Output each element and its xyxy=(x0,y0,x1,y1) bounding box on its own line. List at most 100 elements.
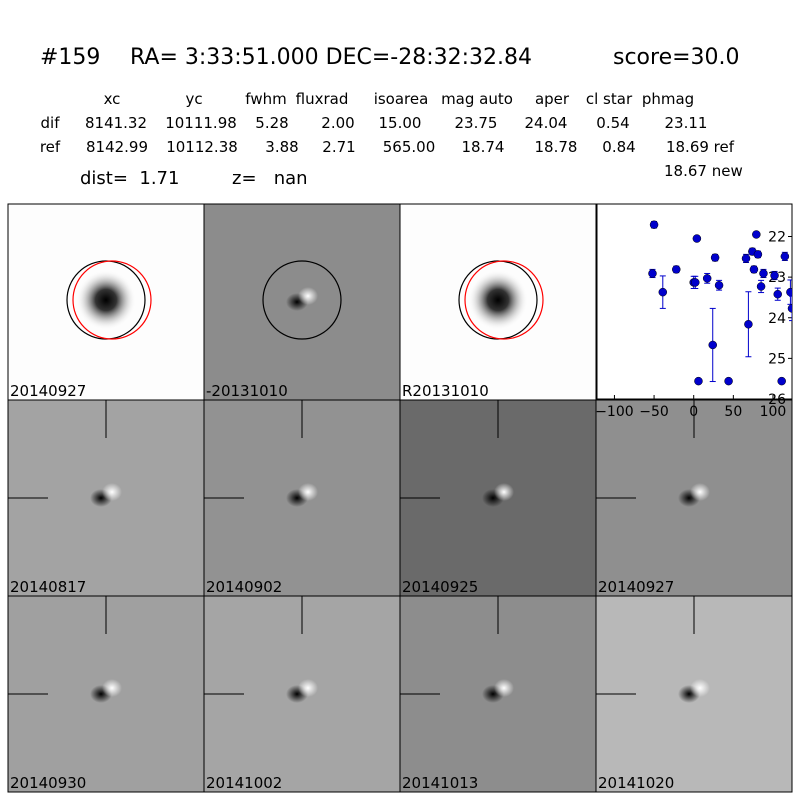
table-cell: 2.00 xyxy=(321,114,354,132)
image-panel: 20141002 xyxy=(203,595,401,793)
column-header: phmag xyxy=(642,90,694,108)
data-point xyxy=(708,340,717,350)
star xyxy=(76,270,136,330)
coordinates: RA= 3:33:51.000 DEC=-28:32:32.84 xyxy=(130,45,532,70)
panel-label: 20141002 xyxy=(206,774,282,792)
data-point xyxy=(786,287,792,297)
table-cell: 565.00 xyxy=(383,138,436,156)
object-id: #159 xyxy=(40,45,100,70)
column-header: aper xyxy=(535,90,570,108)
table-cell: 18.69 ref xyxy=(666,138,735,156)
row-label: dif xyxy=(41,114,61,132)
y-tick-label: 25 xyxy=(768,351,786,367)
image-panel: 20140927 xyxy=(7,203,205,401)
data-point xyxy=(724,376,733,386)
header: #159 RA= 3:33:51.000 DEC=-28:32:32.84 sc… xyxy=(40,45,743,189)
residual-light xyxy=(690,483,710,501)
aperture-circle-ref xyxy=(72,260,152,340)
data-point xyxy=(672,265,681,274)
image-panel: 20141013 xyxy=(399,595,597,793)
x-tick-label: 0 xyxy=(689,404,698,420)
column-header: xc xyxy=(104,90,121,108)
image-panel: 20140925 xyxy=(399,399,597,597)
x-tick-label: −100 xyxy=(595,404,633,420)
image-panel: 20140930 xyxy=(7,595,205,793)
data-point xyxy=(773,289,782,299)
table-cell: 8142.99 xyxy=(86,138,148,156)
data-point xyxy=(753,250,763,259)
redshift: z= nan xyxy=(232,168,308,189)
panel-label: 20140817 xyxy=(10,578,86,596)
x-tick-label: 100 xyxy=(760,404,787,420)
column-header: fluxrad xyxy=(296,90,349,108)
aperture-circle xyxy=(262,260,342,340)
data-point xyxy=(759,269,768,278)
panel-label: 20141020 xyxy=(598,774,674,792)
data-point xyxy=(691,278,700,287)
y-tick-label: 24 xyxy=(768,311,786,327)
table-cell: 8141.32 xyxy=(85,114,147,132)
panel-label: -20131010 xyxy=(206,382,288,400)
panel-label: 20140902 xyxy=(206,578,282,596)
image-panel: 20140817 xyxy=(7,399,205,597)
note: 18.67 new xyxy=(664,162,743,180)
residual-light xyxy=(102,679,122,697)
panel-label: R20131010 xyxy=(402,382,489,400)
table-cell: 23.75 xyxy=(455,114,498,132)
table-cell: 3.88 xyxy=(265,138,298,156)
data-point xyxy=(741,254,751,263)
table-cell: 5.28 xyxy=(255,114,288,132)
points xyxy=(648,220,792,386)
panel-label: 20140930 xyxy=(10,774,86,792)
star xyxy=(468,270,528,330)
data-point xyxy=(749,265,759,274)
data-point xyxy=(744,320,753,329)
table-cell: 18.78 xyxy=(535,138,578,156)
data-point xyxy=(756,282,766,291)
residual-light xyxy=(298,287,318,305)
light-curve-frame xyxy=(596,203,793,400)
residual-light xyxy=(494,483,514,501)
score: score=30.0 xyxy=(613,45,740,70)
column-header: cl star xyxy=(586,90,633,108)
data-point xyxy=(780,252,790,261)
column-header: fwhm xyxy=(245,90,286,108)
panel-label: 20140927 xyxy=(10,382,86,400)
table-cell: 10112.38 xyxy=(166,138,238,156)
image-panel: 20140902 xyxy=(203,399,401,597)
table-cell: 0.84 xyxy=(602,138,635,156)
residual-light xyxy=(298,679,318,697)
table-cell: 18.74 xyxy=(462,138,505,156)
row-label: ref xyxy=(40,138,61,156)
image-panel: -20131010 xyxy=(203,203,401,401)
data-point xyxy=(648,269,657,278)
y-tick-label: 26 xyxy=(768,392,786,408)
data-point xyxy=(787,304,792,313)
residual-light xyxy=(494,679,514,697)
x-tick-label: −50 xyxy=(639,404,669,420)
table-cell: 24.04 xyxy=(525,114,568,132)
column-header: isoarea xyxy=(374,90,429,108)
table-cell: 2.71 xyxy=(322,138,355,156)
image-panel: 20140927 xyxy=(595,399,793,597)
data-point xyxy=(714,281,724,290)
residual-light xyxy=(102,483,122,501)
residual-light xyxy=(690,679,710,697)
aperture-circle-ref xyxy=(464,260,544,340)
data-point xyxy=(702,274,712,283)
table-cell: 23.11 xyxy=(665,114,708,132)
data-point xyxy=(752,230,761,239)
panel-label: 20141013 xyxy=(402,774,478,792)
data-point xyxy=(692,234,702,243)
column-header: yc xyxy=(185,90,202,108)
x-tick-label: 50 xyxy=(724,404,742,420)
data-point xyxy=(658,287,668,297)
residual-light xyxy=(298,483,318,501)
panel-label: 20140927 xyxy=(598,578,674,596)
table-cell: 0.54 xyxy=(596,114,629,132)
panel-label: 20140925 xyxy=(402,578,478,596)
data-point xyxy=(694,376,703,386)
table-cell: 15.00 xyxy=(379,114,422,132)
